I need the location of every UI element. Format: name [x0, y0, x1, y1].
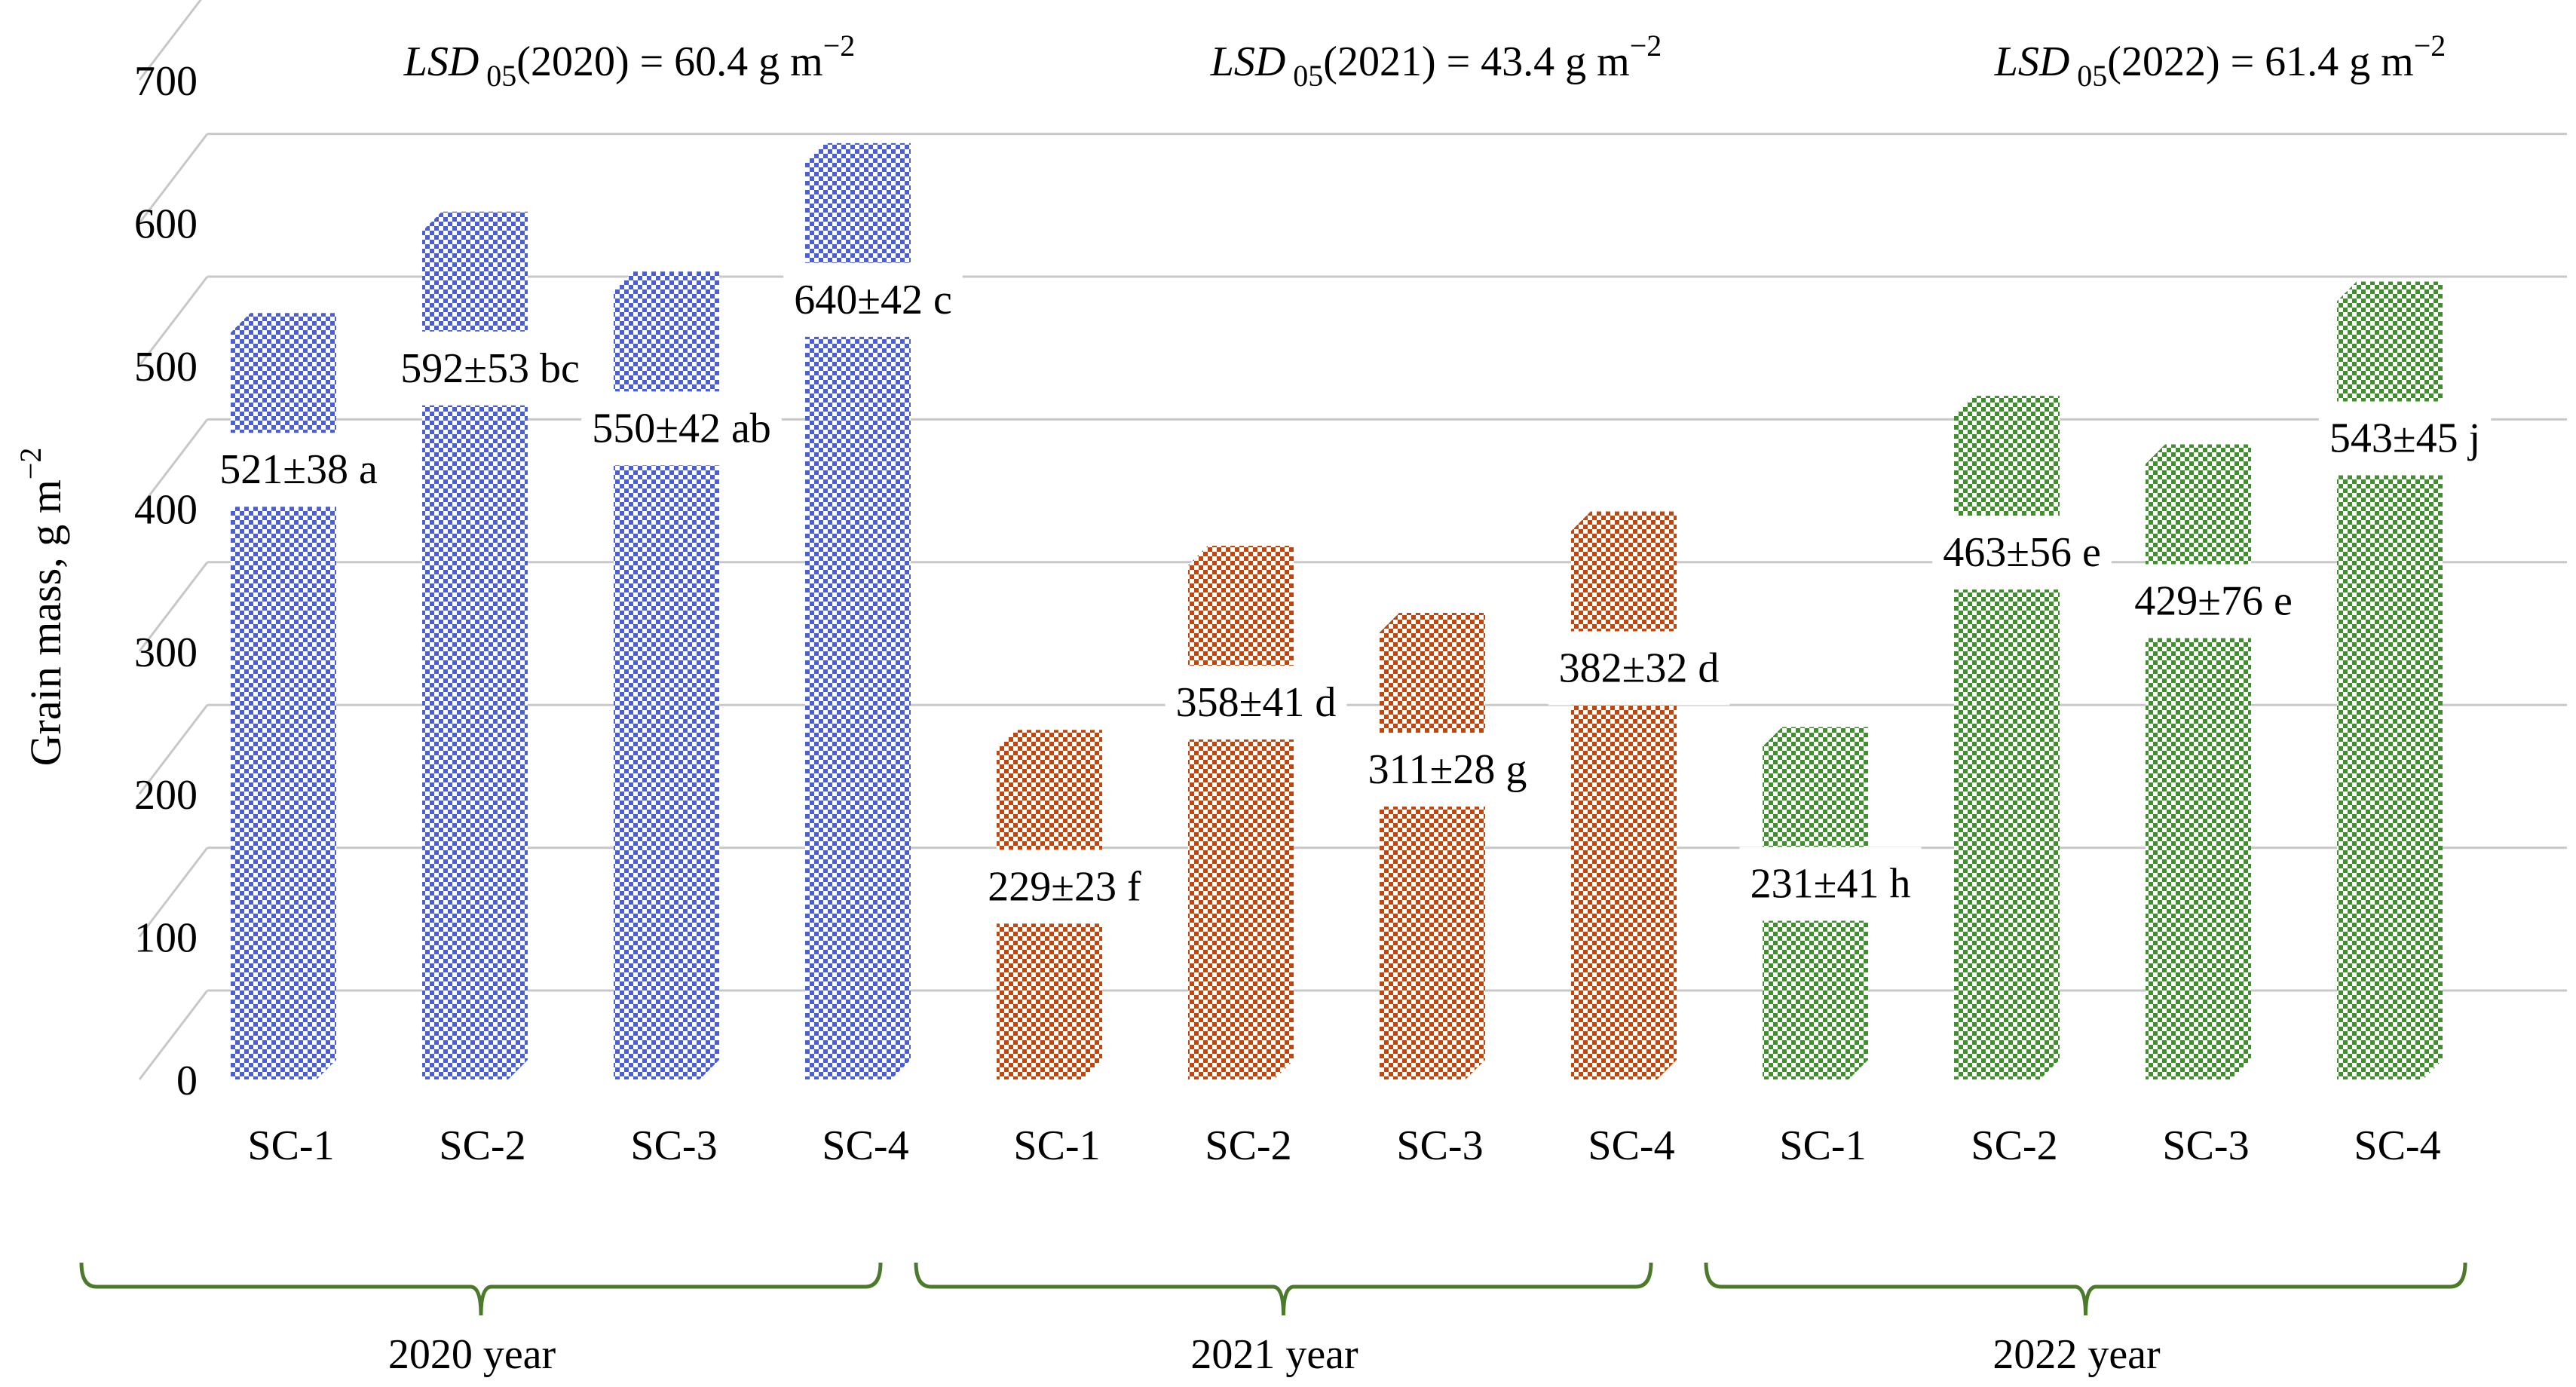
y-axis: 0 100 200 300 400 500 600 700: [134, 58, 198, 1104]
grid-diagonal: [138, 418, 209, 510]
year-label: 2020 year: [388, 1331, 556, 1378]
bar: [422, 211, 528, 1080]
data-label-bg: [390, 331, 590, 406]
y-tick-label: 0: [176, 1058, 198, 1104]
x-tick-label: SC-3: [1396, 1122, 1483, 1169]
year-bracket: [1704, 1262, 2467, 1316]
year-bracket: [79, 1262, 883, 1316]
data-label: 229±23 f: [988, 863, 1141, 910]
year-label: 2022 year: [1992, 1331, 2161, 1378]
x-tick-label: SC-2: [1971, 1122, 2057, 1169]
data-label: 543±45 j: [2329, 415, 2480, 462]
bar: [2146, 444, 2251, 1079]
x-tick-label: SC-1: [1779, 1122, 1866, 1169]
data-label: 231±41 h: [1751, 860, 1911, 907]
grid-diagonal: [138, 276, 209, 366]
bars: 521±38 a 592±53 bc 550±42 ab 640±42 c 229±23…: [209, 142, 2492, 1080]
y-tick-label: 300: [134, 629, 198, 676]
bar: [614, 271, 719, 1079]
data-label-bg: [1932, 516, 2112, 590]
data-label: 640±42 c: [794, 277, 952, 323]
lsd-annotation: LSD 05(2020) = 60.4 g m−2: [403, 29, 856, 93]
data-label-bg: [977, 850, 1153, 924]
y-tick-label: 500: [134, 344, 198, 390]
data-label: 550±42 ab: [592, 405, 771, 452]
bar: [1188, 545, 1294, 1079]
y-tick-label: 100: [134, 915, 198, 962]
data-label: 311±28 g: [1368, 746, 1527, 793]
data-label: 592±53 bc: [400, 345, 580, 392]
year-label: 2021 year: [1190, 1331, 1358, 1378]
grid-diagonal: [138, 133, 209, 224]
data-label-bg: [783, 262, 963, 337]
y-tick-label: 600: [134, 201, 198, 248]
data-label-bg: [1357, 732, 1538, 807]
year-bracket: [914, 1262, 1653, 1316]
bar: [1571, 511, 1677, 1079]
x-tick-label: SC-1: [247, 1122, 334, 1169]
bar: [1380, 612, 1485, 1079]
y-axis-title: Grain mass, g m−2: [14, 448, 70, 767]
bar: [1954, 396, 2060, 1079]
x-tick-label: SC-2: [1205, 1122, 1291, 1169]
data-label-bg: [1548, 631, 1730, 706]
data-label-bg: [2124, 564, 2303, 638]
data-label-bg: [581, 391, 782, 466]
x-tick-label: SC-4: [822, 1122, 908, 1169]
data-label: 463±56 e: [1943, 529, 2101, 576]
data-label: 521±38 a: [219, 446, 378, 493]
data-label: 382±32 d: [1559, 645, 1720, 691]
data-label-bg: [2318, 401, 2492, 476]
bar: [2337, 281, 2443, 1080]
data-label-bg: [1165, 665, 1347, 739]
bar: [805, 142, 911, 1080]
grid-diagonal: [138, 847, 209, 938]
data-label-bg: [209, 433, 388, 507]
lsd-annotation: LSD 05(2022) = 61.4 g m−2: [1994, 29, 2446, 93]
x-tick-label: SC-2: [439, 1122, 525, 1169]
x-tick-label: SC-4: [2354, 1122, 2440, 1169]
x-tick-label: SC-3: [630, 1122, 717, 1169]
lsd-annotation: LSD 05(2021) = 43.4 g m−2: [1210, 29, 1662, 93]
grid-diagonal: [138, 990, 209, 1080]
bar: [231, 313, 336, 1079]
y-tick-label: 200: [134, 772, 198, 819]
y-tick-label: 400: [134, 486, 198, 533]
grid-diagonal: [138, 0, 202, 81]
grid-diagonal: [138, 704, 209, 795]
grid-diagonal: [138, 561, 209, 652]
year-brackets: 2020 year 2021 year 2022 year: [79, 1262, 2467, 1378]
x-axis: SC-1 SC-2 SC-3 SC-4 SC-1 SC-2 SC-3 SC-4 SC-1 SC-2…: [247, 1122, 2440, 1169]
data-label: 358±41 d: [1176, 679, 1337, 726]
x-tick-label: SC-4: [1588, 1122, 1674, 1169]
x-tick-label: SC-1: [1013, 1122, 1100, 1169]
data-label-bg: [1739, 847, 1922, 921]
data-label: 429±76 e: [2134, 577, 2293, 624]
y-tick-label: 700: [134, 58, 198, 105]
x-tick-label: SC-3: [2162, 1122, 2249, 1169]
lsd-annotations: LSD 05(2020) = 60.4 g m−2 LSD 05(2021) = …: [403, 29, 2446, 93]
